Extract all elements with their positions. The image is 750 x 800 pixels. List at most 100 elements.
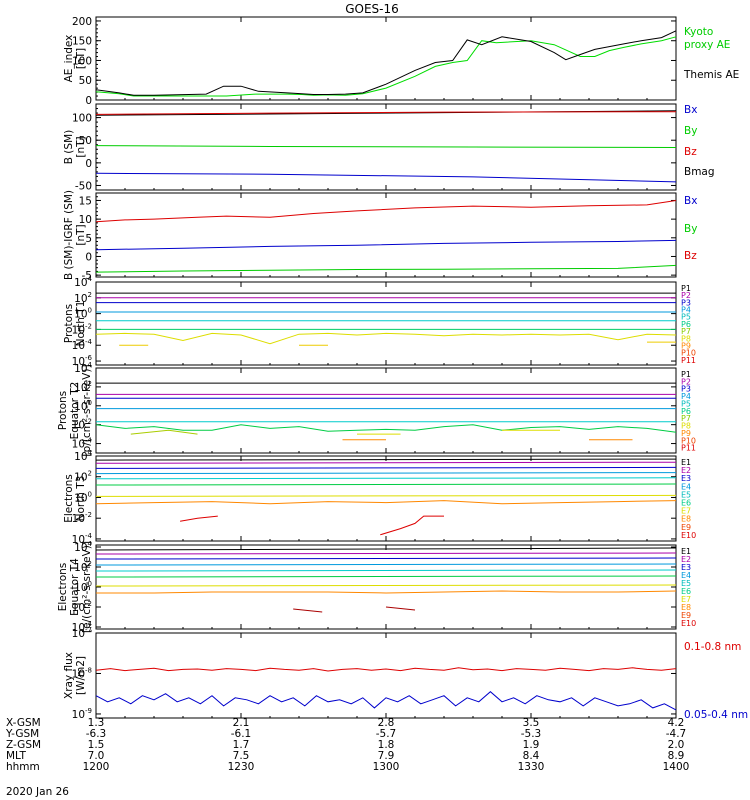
series-e8-line [95, 500, 677, 505]
x-row-label: hhmm [6, 761, 40, 773]
date-label: 2020 Jan 26 [6, 786, 69, 798]
panel-bsm: -50 0 50 100 B (SM) [nT] Bx By Bz Bmag [63, 103, 715, 192]
series-e4-line [95, 563, 677, 566]
series-0-1-0-8-nm-line [95, 667, 677, 672]
x-tick-value: 7.9 [378, 750, 395, 762]
legend-electrons-t3-8: E9 [681, 523, 691, 532]
panel-electrons-t3: 104 102 100 10-2 10-4 Electrons North T3 E1E2E3… [63, 449, 696, 546]
legend-bsm-1: By [684, 125, 697, 137]
legend-protons-t1-2: P3 [681, 298, 691, 307]
y-tick-label: 10-4 [72, 532, 93, 546]
x-tick-value: 1330 [518, 761, 545, 773]
legend-protons-t2-4: P5 [681, 399, 691, 408]
series-e6-line [95, 575, 677, 578]
x-tick-value: 1400 [663, 761, 690, 773]
legend-electrons-t3-5: E6 [681, 499, 691, 508]
legend-protons-t2-2: P3 [681, 385, 691, 394]
y-tick-label: 104 [74, 275, 92, 289]
series-bz-line [95, 200, 677, 223]
series-e9b-line [385, 606, 416, 611]
legend-electrons-t4-4: E5 [681, 579, 691, 588]
legend-protons-t1-4: P5 [681, 313, 691, 322]
panel-frame [95, 281, 677, 366]
series-p7-line [130, 429, 198, 435]
series-e6-line [95, 483, 677, 486]
x-tick-value: -6.1 [231, 728, 252, 740]
y-tick-label: 102 [74, 291, 92, 305]
series-e8-line [96, 590, 677, 594]
x-tick-value: -6.3 [86, 728, 107, 740]
y-tick-label: 100 [72, 113, 92, 125]
y-axis-label: [e/(cm²-s-sr-keV)] [81, 541, 93, 633]
y-tick-label: 0 [85, 251, 92, 263]
legend-bsmigrf-2: Bz [684, 250, 697, 262]
legend-ae-0: Kyoto [684, 26, 713, 38]
panel-frame [95, 632, 677, 719]
y-tick-label: 10-4 [72, 338, 93, 352]
y-axis-label: Equator T4 [69, 558, 81, 616]
y-tick-label: 50 [79, 75, 92, 87]
panel-frame [95, 544, 677, 630]
x-tick-value: 4.2 [668, 717, 685, 729]
y-tick-label: 100 [74, 580, 92, 594]
y-tick-label: 0 [85, 95, 92, 107]
legend-electrons-t4-2: E3 [681, 563, 691, 572]
series-e7-line [95, 584, 677, 587]
series-by-line [95, 145, 677, 148]
series-bz-line [95, 111, 677, 115]
y-tick-label: 10-9 [72, 707, 92, 721]
y-tick-label: 10-8 [72, 666, 92, 680]
y-tick-label: 100 [74, 307, 92, 321]
y-tick-label: 10-7 [72, 626, 92, 640]
legend-electrons-t4-6: E7 [681, 595, 691, 604]
legend-protons-t2-5: P6 [681, 407, 691, 416]
y-axis-label: Protons [57, 391, 69, 430]
y-tick-label: 100 [74, 399, 92, 413]
y-axis-label: Protons [63, 304, 75, 343]
legend-electrons-t4-0: E1 [681, 547, 691, 556]
legend-protons-t1-9: P10 [681, 349, 696, 358]
x-tick-value: 1230 [228, 761, 255, 773]
y-axis-label: [p/(cm²-s-sr-keV)] [81, 364, 93, 456]
series-by-line [95, 264, 677, 273]
x-row-label: X-GSM [6, 717, 41, 729]
legend-protons-t2-0: P1 [681, 370, 691, 379]
y-tick-label: 50 [79, 135, 92, 147]
x-row-label: MLT [6, 750, 26, 762]
y-tick-label: 10 [79, 214, 92, 226]
series-e9b-line [380, 515, 444, 536]
legend-protons-t2-3: P4 [681, 392, 691, 401]
x-tick-value: -4.7 [666, 728, 687, 740]
legend-protons-t2-8: P9 [681, 429, 691, 438]
legend-electrons-t3-6: E7 [681, 507, 691, 516]
x-tick-value: 1.8 [378, 739, 395, 751]
legend-electrons-t4-5: E6 [681, 587, 691, 596]
series-0-05-0-4-nm-line [95, 691, 677, 711]
y-tick-label: -50 [75, 180, 92, 192]
x-tick-value: 7.0 [88, 750, 105, 762]
x-tick-value: -5.7 [376, 728, 397, 740]
legend-bsm-2: Bz [684, 146, 697, 158]
panel-frame [95, 455, 677, 542]
legend-xray-0: 0.1-0.8 nm [684, 641, 741, 653]
y-axis-label: North T3 [75, 476, 87, 522]
legend-protons-t2-10: P11 [681, 444, 696, 453]
y-axis-label: B (SM) [63, 130, 75, 164]
legend-electrons-t3-4: E5 [681, 490, 691, 499]
legend-protons-t2-9: P10 [681, 436, 696, 445]
legend-protons-t2-7: P8 [681, 422, 691, 431]
y-axis-label: [nT] [75, 224, 87, 245]
x-tick-value: 1.7 [233, 739, 250, 751]
x-tick-value: -5.3 [521, 728, 542, 740]
series-p7-line [95, 332, 677, 345]
legend-bsmigrf-1: By [684, 223, 697, 235]
x-tick-value: 2.8 [378, 717, 395, 729]
x-tick-value: 8.9 [668, 750, 685, 762]
y-axis-label: Xray flux [63, 652, 75, 699]
legend-protons-t1-5: P6 [681, 320, 691, 329]
x-tick-value: 1.3 [88, 717, 105, 729]
